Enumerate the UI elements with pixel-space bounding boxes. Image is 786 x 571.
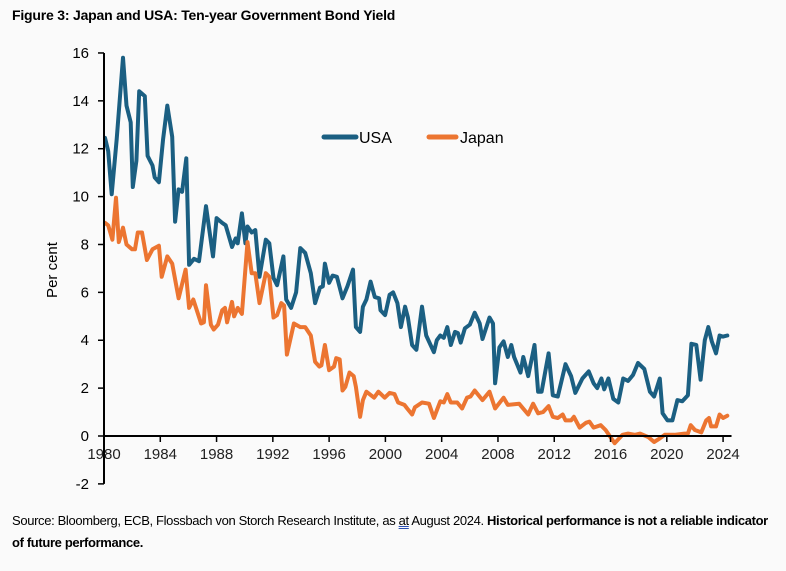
x-tick-label: 1988 [200, 446, 233, 463]
y-axis-label: Per cent [44, 241, 61, 298]
y-tick-label: 14 [72, 93, 89, 110]
y-tick-label: 6 [81, 284, 89, 301]
series-line-usa [103, 55, 730, 423]
plot-lines [103, 55, 730, 446]
legend-label-japan: Japan [460, 130, 504, 147]
x-tick-label: 2024 [706, 446, 739, 463]
x-tick-label: 1992 [256, 446, 289, 463]
y-tick-label: 12 [72, 141, 89, 158]
y-tick-label: -2 [76, 476, 89, 493]
x-tick-label: 2016 [594, 446, 627, 463]
x-tick-label: 2020 [650, 446, 683, 463]
disclaimer: Historical performance is not a reliable… [12, 513, 768, 550]
y-tick-label: 10 [72, 189, 89, 206]
y-tick-label: 16 [72, 45, 89, 62]
source-text: Source: Bloomberg, ECB, Flossbach von St… [12, 513, 399, 528]
x-tick-label: 2004 [425, 446, 458, 463]
x-tick-label: 1980 [87, 446, 120, 463]
chart-title: Figure 3: Japan and USA: Ten-year Govern… [12, 7, 396, 23]
x-tick-label: 1984 [144, 446, 177, 463]
y-tick-label: 0 [81, 428, 89, 445]
x-tick-label: 2000 [369, 446, 402, 463]
x-tick-label: 1996 [312, 446, 345, 463]
axes: -2 0 2 4 6 8 10 12 14 16 1980 1984 1988 1992 1996 2000 2… [72, 45, 739, 493]
source-note: Source: Bloomberg, ECB, Flossbach von St… [12, 510, 782, 554]
legend-label-usa: USA [359, 130, 392, 147]
series-line-japan [103, 195, 730, 446]
y-tick-label: 2 [81, 380, 89, 397]
x-tick-label: 2008 [481, 446, 514, 463]
line-chart: -2 0 2 4 6 8 10 12 14 16 1980 1984 1988 1992 1996 2000 2… [44, 45, 740, 493]
source-date: August 2024. [408, 513, 488, 528]
source-underlined-word: at [398, 513, 410, 528]
x-tick-label: 2012 [538, 446, 571, 463]
y-tick-label: 4 [81, 332, 89, 349]
legend: USA Japan [321, 130, 504, 147]
y-tick-label: 8 [81, 236, 89, 253]
